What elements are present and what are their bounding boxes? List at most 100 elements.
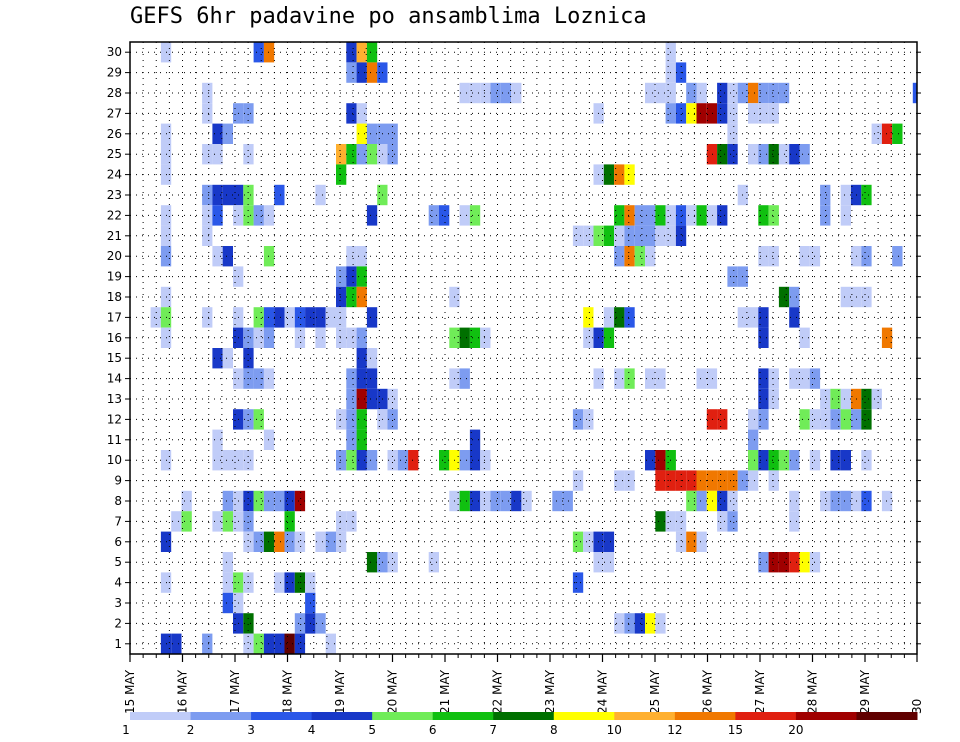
heatmap-cell bbox=[356, 388, 367, 410]
x-tick-label: 28 MAY bbox=[806, 669, 820, 714]
heatmap-cell bbox=[655, 613, 666, 634]
heatmap-cell bbox=[727, 144, 738, 165]
heatmap-cell bbox=[212, 123, 223, 144]
heatmap-cell bbox=[346, 62, 357, 83]
heatmap-cell bbox=[356, 144, 367, 165]
heatmap-cell bbox=[624, 164, 635, 185]
heatmap-cell bbox=[840, 450, 851, 471]
heatmap-cell bbox=[469, 450, 481, 471]
y-tick-label: 9 bbox=[114, 474, 122, 488]
legend-label: 20 bbox=[788, 723, 803, 737]
heatmap-cell bbox=[634, 613, 645, 634]
heatmap-cell bbox=[284, 511, 295, 532]
legend-label: 1 bbox=[122, 723, 130, 737]
heatmap-cell bbox=[768, 450, 779, 471]
heatmap-cell bbox=[222, 592, 233, 614]
y-tick-label: 4 bbox=[114, 576, 122, 590]
legend-swatch bbox=[795, 712, 857, 720]
heatmap-cell bbox=[243, 450, 254, 471]
heatmap-cell bbox=[263, 531, 275, 552]
x-tick-label: 20 MAY bbox=[386, 669, 400, 714]
heatmap-cell bbox=[799, 368, 810, 389]
y-tick-label: 29 bbox=[107, 66, 122, 80]
heatmap-cell bbox=[356, 62, 367, 83]
heatmap-cell bbox=[572, 531, 584, 552]
heatmap-cell bbox=[748, 450, 759, 471]
heatmap-cell bbox=[748, 409, 759, 430]
heatmap-cell bbox=[511, 490, 522, 512]
heatmap-cell bbox=[645, 368, 656, 389]
heatmap-cell bbox=[274, 531, 285, 552]
heatmap-cell bbox=[222, 246, 233, 267]
heatmap-cell bbox=[469, 327, 481, 348]
heatmap-cell bbox=[500, 82, 512, 104]
heatmap-cell bbox=[603, 327, 615, 348]
heatmap-cell bbox=[294, 613, 306, 634]
axes: 1234567891011121314151617181920212223242… bbox=[107, 45, 924, 714]
heatmap-cell bbox=[572, 225, 584, 246]
heatmap-cell bbox=[212, 184, 223, 206]
heatmap-cell bbox=[346, 429, 357, 450]
heatmap-cell bbox=[212, 348, 223, 369]
heatmap-cell bbox=[346, 266, 357, 287]
heatmap-cell bbox=[675, 205, 687, 226]
heatmap-cell bbox=[469, 429, 481, 450]
heatmap-cell bbox=[346, 286, 357, 308]
heatmap-cell bbox=[706, 490, 718, 512]
y-tick-label: 22 bbox=[107, 208, 122, 222]
heatmap-cell bbox=[397, 450, 409, 471]
heatmap-cell bbox=[840, 205, 851, 226]
y-tick-label: 25 bbox=[107, 147, 122, 161]
heatmap-cell bbox=[614, 470, 625, 491]
heatmap-cell bbox=[624, 613, 635, 634]
y-tick-label: 13 bbox=[107, 392, 122, 406]
heatmap-cell bbox=[356, 266, 367, 287]
heatmap-cell bbox=[799, 327, 810, 348]
heatmap-cell bbox=[820, 409, 831, 430]
heatmap-cell bbox=[614, 368, 625, 389]
legend-label: 15 bbox=[728, 723, 743, 737]
heatmap-cell bbox=[624, 368, 635, 389]
heatmap-cell bbox=[253, 633, 264, 654]
heatmap-cell bbox=[346, 511, 357, 532]
heatmap-cell bbox=[294, 633, 306, 654]
heatmap-cell bbox=[356, 246, 367, 267]
heatmap-cell bbox=[789, 368, 800, 389]
heatmap-cell bbox=[243, 409, 254, 430]
heatmap-cell bbox=[294, 307, 306, 328]
x-tick-label: 18 MAY bbox=[281, 669, 295, 714]
heatmap-cell bbox=[243, 348, 254, 369]
legend-label: 7 bbox=[489, 723, 497, 737]
y-tick-label: 26 bbox=[107, 127, 122, 141]
heatmap-cell bbox=[212, 144, 223, 165]
heatmap-cell bbox=[222, 450, 233, 471]
heatmap-cell bbox=[758, 388, 769, 410]
heatmap-cell bbox=[603, 531, 615, 552]
heatmap-cell bbox=[346, 409, 357, 430]
legend-label: 2 bbox=[187, 723, 195, 737]
heatmap-cell bbox=[212, 205, 223, 226]
heatmap-cell bbox=[459, 450, 470, 471]
y-tick-label: 14 bbox=[107, 372, 122, 386]
heatmap-cell bbox=[727, 82, 738, 104]
heatmap-cell bbox=[428, 205, 439, 226]
heatmap-cell bbox=[789, 286, 800, 308]
heatmap-cell bbox=[748, 82, 759, 104]
heatmap-cell bbox=[768, 144, 779, 165]
heatmap-cell bbox=[181, 490, 192, 512]
heatmap-cell bbox=[789, 307, 800, 328]
heatmap-cell bbox=[614, 225, 625, 246]
heatmap-cell bbox=[202, 205, 213, 226]
heatmap-cell bbox=[325, 531, 336, 552]
y-tick-label: 21 bbox=[107, 229, 122, 243]
heatmap-cell bbox=[346, 327, 357, 348]
heatmap-cell bbox=[768, 368, 779, 389]
heatmap-cell bbox=[243, 184, 254, 206]
y-tick-label: 11 bbox=[107, 433, 122, 447]
heatmap-cell bbox=[243, 633, 254, 654]
heatmap-cell bbox=[758, 307, 769, 328]
heatmap-cell bbox=[748, 307, 759, 328]
heatmap-cell bbox=[624, 470, 635, 491]
heatmap-cell bbox=[243, 511, 254, 532]
